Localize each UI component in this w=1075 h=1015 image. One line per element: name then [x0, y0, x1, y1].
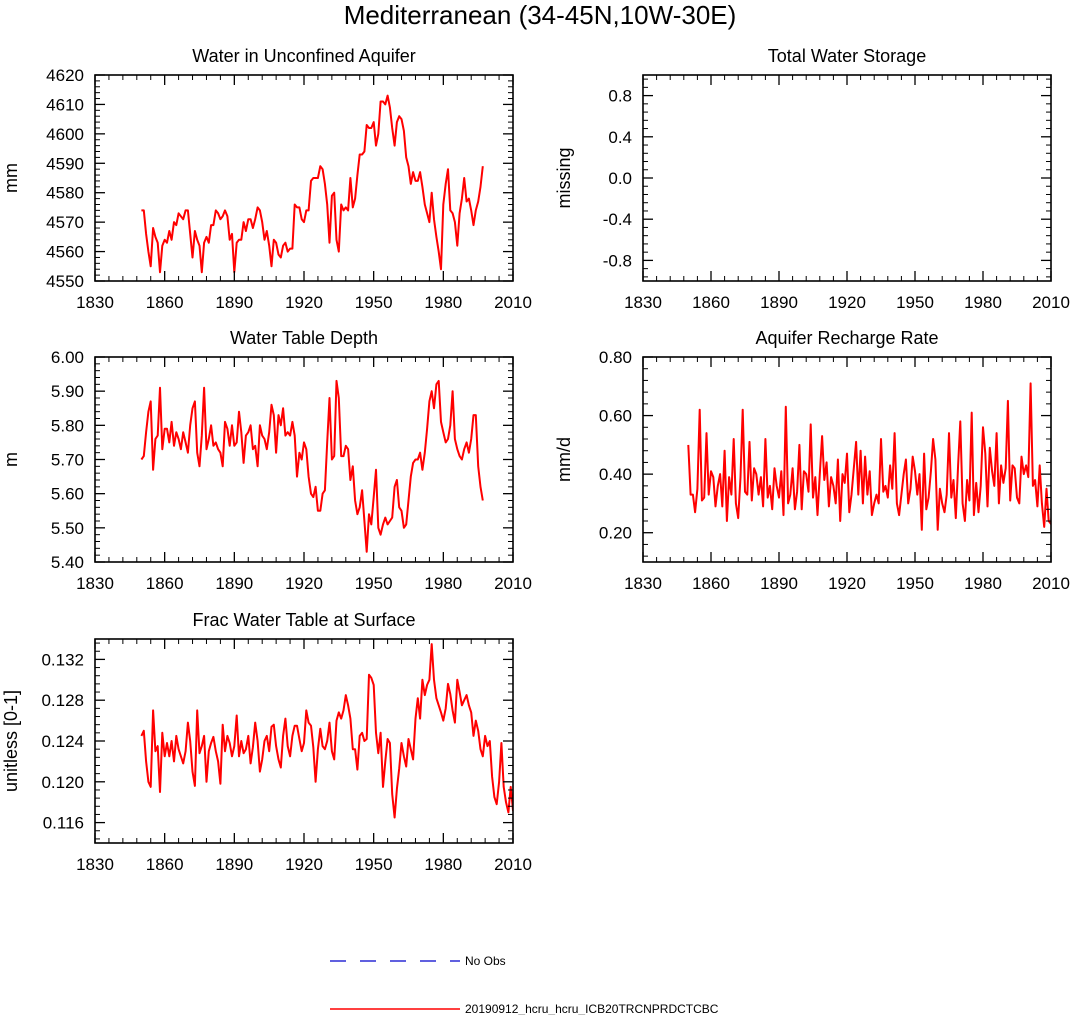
panels: 1830 1860 1890 1920 1950 1980 2010 4550 4560 4570… — [1, 46, 1070, 874]
panel-title: Frac Water Table at Surface — [192, 610, 415, 630]
x-tick-label: 1860 — [692, 293, 730, 312]
x-tick-label: 1890 — [760, 574, 798, 593]
y-tick-label: 0.124 — [41, 732, 84, 751]
x-tick-label: 1980 — [964, 574, 1002, 593]
y-axis-label: mm/d — [554, 437, 574, 482]
panel-title: Aquifer Recharge Rate — [755, 328, 938, 348]
panel-tws: 1830 1860 1890 1920 1950 1980 2010 -0.8 -0.4 0.0 0… — [554, 46, 1070, 312]
x-tick-label: 1890 — [215, 855, 253, 874]
figure-title: Mediterranean (34-45N,10W-30E) — [344, 0, 737, 30]
x-tick-label: 2010 — [1032, 574, 1070, 593]
y-tick-label: 4590 — [46, 154, 84, 173]
y-tick-label: 4550 — [46, 272, 84, 291]
x-tick-label: 1950 — [896, 574, 934, 593]
y-tick-label: 4600 — [46, 125, 84, 144]
y-tick-label: 0.0 — [608, 169, 632, 188]
y-tick-label: -0.8 — [603, 251, 632, 270]
y-tick-label: 0.80 — [599, 348, 632, 367]
y-tick-label: 0.20 — [599, 524, 632, 543]
x-tick-label: 1920 — [285, 574, 323, 593]
panel-title: Water in Unconfined Aquifer — [192, 46, 415, 66]
x-tick-label: 1920 — [828, 293, 866, 312]
y-axis-label: mm — [1, 163, 21, 193]
y-tick-label: 4610 — [46, 95, 84, 114]
panel-title: Water Table Depth — [230, 328, 378, 348]
plot-frame-wtd — [94, 356, 514, 563]
y-tick-label: 5.80 — [51, 416, 84, 435]
y-tick-label: 0.132 — [41, 650, 84, 669]
x-tick-label: 1980 — [964, 293, 1002, 312]
x-tick-label: 1980 — [424, 574, 462, 593]
y-tick-label: 6.00 — [51, 348, 84, 367]
y-tick-label: 0.128 — [41, 691, 84, 710]
x-tick-label: 1890 — [215, 293, 253, 312]
x-tick-label: 1920 — [828, 574, 866, 593]
y-tick-label: 5.40 — [51, 553, 84, 572]
x-tick-label: 2010 — [494, 574, 532, 593]
y-tick-label: 0.40 — [599, 465, 632, 484]
panel-arr: 1830 1860 1890 1920 1950 1980 2010 0.20 0.40 0.60… — [554, 328, 1070, 593]
y-tick-label: 0.4 — [608, 128, 632, 147]
y-tick-label: 4580 — [46, 184, 84, 203]
series-line-wa — [141, 94, 484, 274]
x-tick-label: 1860 — [146, 293, 184, 312]
x-tick-label: 1830 — [624, 293, 662, 312]
x-tick-label: 1830 — [76, 293, 114, 312]
y-tick-label: 5.60 — [51, 485, 84, 504]
x-tick-label: 1830 — [76, 855, 114, 874]
legend-obs-label: No Obs — [465, 954, 506, 968]
panel-wa: 1830 1860 1890 1920 1950 1980 2010 4550 4560 4570… — [1, 46, 532, 312]
y-tick-label: 5.50 — [51, 519, 84, 538]
x-tick-label: 1830 — [624, 574, 662, 593]
x-tick-label: 1980 — [424, 855, 462, 874]
x-tick-label: 1860 — [146, 574, 184, 593]
x-tick-label: 1950 — [896, 293, 934, 312]
x-tick-label: 1860 — [692, 574, 730, 593]
y-tick-label: 4560 — [46, 243, 84, 262]
plot-frame-tws — [642, 74, 1052, 282]
y-axis-label: m — [1, 452, 21, 467]
legend: No Obs 20190912_hcru_hcru_ICB20TRCNPRDCT… — [330, 954, 719, 1015]
y-tick-label: 0.60 — [599, 407, 632, 426]
y-tick-label: 4620 — [46, 66, 84, 85]
x-tick-label: 2010 — [494, 293, 532, 312]
x-tick-label: 1890 — [760, 293, 798, 312]
y-tick-label: 4570 — [46, 213, 84, 232]
series-line-arr — [687, 382, 1051, 531]
x-tick-label: 1950 — [355, 293, 393, 312]
panel-title: Total Water Storage — [768, 46, 926, 66]
y-tick-label: -0.4 — [603, 210, 632, 229]
y-axis-label: unitless [0-1] — [1, 690, 21, 792]
y-tick-label: 5.70 — [51, 451, 84, 470]
y-tick-label: 0.116 — [43, 814, 84, 833]
x-tick-label: 1860 — [146, 855, 184, 874]
series-line-fwt — [140, 643, 513, 819]
y-tick-label: 0.8 — [608, 87, 632, 106]
y-tick-label: 5.90 — [51, 382, 84, 401]
y-axis-label: missing — [554, 147, 574, 208]
x-tick-label: 2010 — [494, 855, 532, 874]
x-tick-label: 1890 — [215, 574, 253, 593]
legend-model-label: 20190912_hcru_hcru_ICB20TRCNPRDCTCBC — [465, 1002, 719, 1015]
panel-wtd: 1830 1860 1890 1920 1950 1980 2010 5.40 5.50 5.60… — [1, 328, 532, 593]
y-tick-label: 0.120 — [41, 773, 84, 792]
x-tick-label: 1950 — [355, 855, 393, 874]
x-tick-label: 1980 — [424, 293, 462, 312]
x-tick-label: 2010 — [1032, 293, 1070, 312]
series-line-wtd — [140, 379, 484, 553]
x-tick-label: 1920 — [285, 293, 323, 312]
x-tick-label: 1920 — [285, 855, 323, 874]
panel-fwt: 1830 1860 1890 1920 1950 1980 2010 0.116 0.120 0.… — [1, 610, 532, 874]
x-tick-label: 1830 — [76, 574, 114, 593]
x-tick-label: 1950 — [355, 574, 393, 593]
